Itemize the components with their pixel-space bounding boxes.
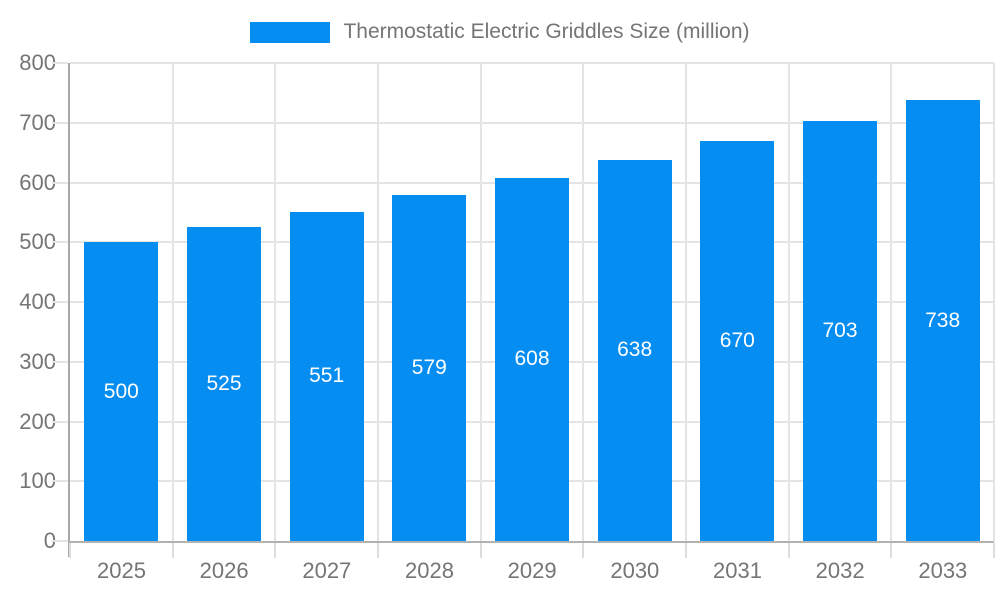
y-tick-label: 400 bbox=[19, 289, 56, 314]
y-tick-label: 300 bbox=[19, 348, 56, 374]
h-gridline bbox=[70, 62, 994, 64]
x-tick-label: 2028 bbox=[405, 558, 454, 583]
bar-2026: 525 bbox=[187, 227, 261, 541]
x-axis-tick bbox=[171, 543, 174, 558]
bar-value-label: 551 bbox=[309, 364, 345, 388]
bar-value-label: 608 bbox=[514, 347, 550, 371]
y-axis-tick bbox=[52, 62, 68, 64]
y-axis-tick bbox=[52, 540, 68, 542]
v-gridline bbox=[171, 63, 174, 541]
y-axis-tick bbox=[52, 480, 68, 483]
v-gridline bbox=[685, 63, 687, 541]
y-tick-label: 200 bbox=[19, 408, 56, 434]
bar-value-label: 525 bbox=[206, 372, 242, 396]
x-axis-tick bbox=[993, 543, 995, 558]
v-gridline bbox=[274, 63, 277, 541]
x-axis-line bbox=[68, 541, 994, 543]
x-axis-tick bbox=[69, 543, 71, 558]
y-tick-label: 600 bbox=[19, 169, 56, 195]
v-gridline bbox=[890, 63, 893, 541]
bar-2029: 608 bbox=[495, 177, 569, 541]
x-tick-label: 2030 bbox=[610, 558, 660, 583]
y-axis-tick bbox=[52, 181, 68, 184]
x-axis-tick bbox=[787, 543, 790, 558]
bar-2032: 703 bbox=[803, 120, 877, 541]
chart-legend: Thermostatic Electric Griddles Size (mil… bbox=[0, 20, 1000, 44]
legend-label: Thermostatic Electric Griddles Size (mil… bbox=[343, 20, 750, 43]
y-tick-label: 100 bbox=[19, 468, 56, 494]
x-tick-label: 2026 bbox=[199, 558, 249, 583]
x-tick-label: 2025 bbox=[97, 558, 146, 583]
h-gridline bbox=[70, 121, 994, 124]
v-gridline bbox=[377, 63, 379, 541]
y-axis-tick bbox=[52, 241, 68, 244]
x-axis-tick bbox=[479, 543, 482, 558]
x-axis-tick bbox=[377, 543, 379, 558]
y-axis-tick bbox=[52, 420, 68, 423]
y-axis-tick bbox=[52, 121, 68, 124]
y-axis-tick bbox=[52, 301, 68, 303]
x-axis-tick bbox=[890, 543, 893, 558]
bar-2030: 638 bbox=[597, 159, 672, 541]
x-axis-tick bbox=[582, 543, 585, 558]
bar-value-label: 703 bbox=[822, 318, 858, 342]
x-axis-tick bbox=[685, 543, 687, 558]
y-tick-label: 800 bbox=[19, 50, 56, 75]
bar-2031: 670 bbox=[700, 140, 775, 541]
y-axis-line bbox=[68, 63, 70, 557]
x-tick-label: 2032 bbox=[815, 558, 865, 583]
v-gridline bbox=[582, 63, 585, 541]
bar-2033: 738 bbox=[905, 100, 980, 541]
x-tick-label: 2027 bbox=[302, 558, 352, 583]
bar-value-label: 738 bbox=[925, 308, 961, 332]
y-tick-label: 0 bbox=[43, 528, 56, 553]
v-gridline bbox=[787, 63, 790, 541]
bar-2027: 551 bbox=[289, 211, 364, 541]
bar-2025: 500 bbox=[84, 242, 159, 541]
bar-value-label: 579 bbox=[411, 356, 447, 380]
bar-value-label: 670 bbox=[719, 328, 755, 352]
bar-value-label: 500 bbox=[103, 379, 139, 403]
v-gridline bbox=[479, 63, 482, 541]
y-tick-label: 500 bbox=[19, 229, 56, 255]
bar-value-label: 638 bbox=[617, 338, 653, 362]
bar-2028: 579 bbox=[392, 195, 467, 541]
y-axis-tick bbox=[52, 360, 68, 363]
v-gridline bbox=[993, 63, 995, 541]
x-tick-label: 2033 bbox=[918, 558, 968, 583]
x-tick-label: 2031 bbox=[713, 558, 762, 583]
x-tick-label: 2029 bbox=[507, 558, 557, 583]
x-axis-tick bbox=[274, 543, 277, 558]
plot-area: 500 525 551 579 608 638 670 703 738 bbox=[52, 62, 995, 558]
y-tick-label: 700 bbox=[19, 109, 56, 135]
legend-swatch bbox=[250, 21, 331, 43]
